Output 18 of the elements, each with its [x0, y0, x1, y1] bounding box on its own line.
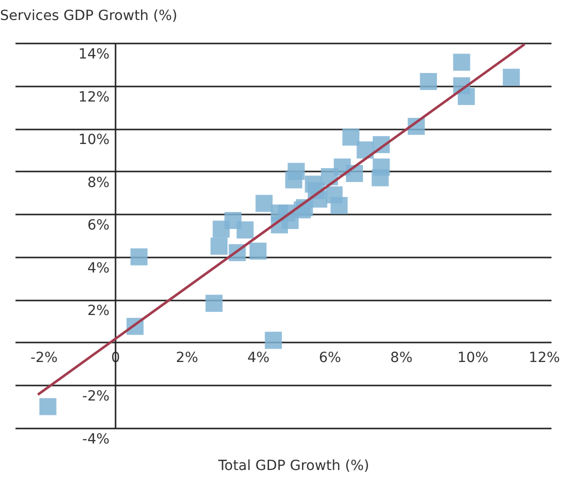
x-axis-title: Total GDP Growth (%) — [217, 458, 370, 474]
y-tick-label: 6% — [87, 218, 110, 234]
x-tick-label: 2% — [176, 350, 198, 366]
x-tick-label: 6% — [318, 350, 342, 366]
y-tick-label: 4% — [87, 260, 110, 276]
x-tick-label: 12% — [528, 350, 560, 366]
y-tick-label: 2% — [87, 303, 110, 320]
y-tick-label: 8% — [87, 174, 110, 191]
y-tick-label: -2% — [82, 388, 110, 405]
y-tick-label: 12% — [78, 89, 110, 106]
y-tick-label: -4% — [82, 432, 110, 448]
y-tick-label: 10% — [78, 132, 110, 148]
x-tick-label: 8% — [390, 350, 413, 366]
y-tick-label: 14% — [78, 46, 110, 62]
x-tick-label: -2% — [30, 350, 58, 366]
y-axis-title: Services GDP Growth (%) — [0, 8, 178, 24]
x-tick-label: 4% — [247, 350, 270, 366]
x-tick-label: 10% — [457, 350, 488, 366]
